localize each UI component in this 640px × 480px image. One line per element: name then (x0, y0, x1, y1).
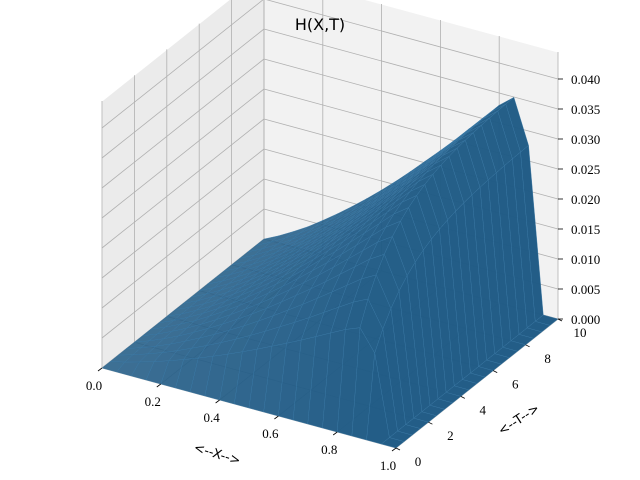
x-tick-label: 0.8 (321, 442, 337, 457)
t-tick-mark (428, 421, 433, 425)
surface-mesh (101, 96, 559, 449)
x-tick-mark (274, 415, 279, 420)
x-tick-label: 0.2 (145, 394, 161, 409)
t-tick-label: 6 (512, 377, 519, 392)
chart-title: H(X,T) (295, 15, 345, 34)
z-tick-label: 0.000 (571, 312, 600, 327)
axis-ticks: 0.0 0.2 0.4 0.6 0.8 1.0 0 2 4 6 8 100.000 0.005 0.010… (86, 72, 600, 473)
t-tick-mark (460, 396, 465, 399)
x-tick-mark (391, 447, 397, 452)
x-tick-mark (156, 383, 162, 388)
x-tick-mark (215, 399, 220, 404)
z-tick-label: 0.015 (571, 222, 600, 237)
x-tick-label: 0.6 (262, 426, 279, 441)
grid-side-z (101, 208, 265, 339)
t-tick-label: 2 (447, 428, 454, 443)
surface-patch (380, 437, 405, 449)
t-axis-label: <--T--> (496, 401, 543, 439)
x-axis-label: <--X--> (192, 440, 242, 468)
x-tick-mark (97, 367, 103, 372)
t-tick-label: 0 (415, 454, 422, 469)
x-tick-label: 1.0 (380, 458, 396, 473)
t-tick-label: 4 (480, 402, 487, 417)
z-tick-label: 0.025 (571, 162, 600, 177)
x-tick-label: 0.0 (86, 378, 102, 393)
grid-side-z (101, 178, 265, 309)
grid-back-z (263, 28, 559, 110)
z-tick-label: 0.020 (571, 192, 600, 207)
z-tick-label: 0.010 (571, 252, 600, 267)
z-tick-label: 0.035 (571, 102, 600, 117)
t-tick-mark (493, 370, 498, 373)
t-tick-mark (525, 344, 530, 348)
x-tick-mark (332, 431, 338, 436)
grid-back-z (266, 0, 559, 80)
grid-side-z (101, 28, 265, 159)
z-tick-label: 0.040 (571, 72, 600, 87)
grid-side-z (101, 118, 265, 249)
z-tick-label: 0.030 (571, 132, 600, 147)
t-tick-label: 10 (574, 325, 587, 340)
grid-side-z (101, 148, 265, 279)
x-tick-label: 0.4 (203, 410, 220, 425)
grid-side-z (101, 0, 264, 129)
t-tick-label: 8 (544, 351, 551, 366)
grid-side-z (101, 58, 265, 189)
t-tick-mark (395, 447, 401, 451)
grid-side-z (101, 88, 265, 219)
z-tick-label: 0.005 (571, 282, 600, 297)
